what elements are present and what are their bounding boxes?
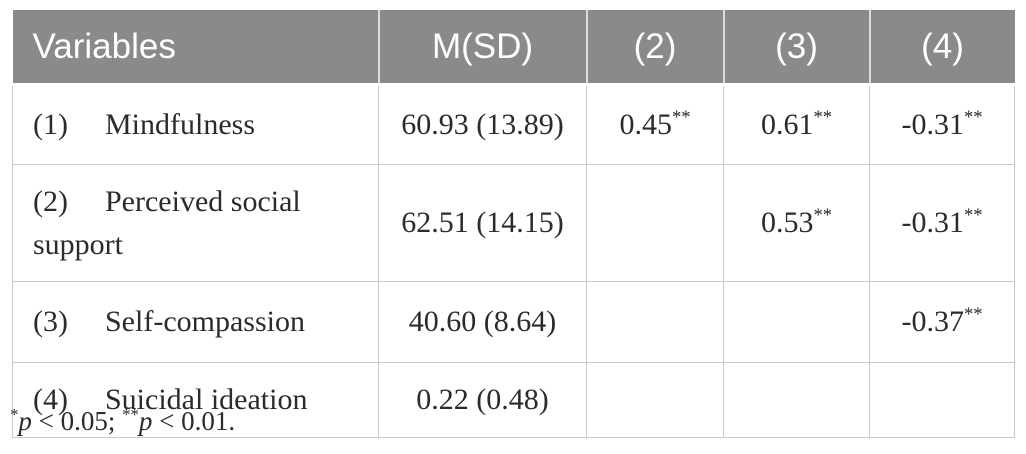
- table-row-suicidal-ideation: (4) Suicidal ideation 0.22 (0.48): [12, 362, 1015, 438]
- footnote-p-2: p: [138, 406, 153, 436]
- table-row-mindfulness: (1) Mindfulness 60.93 (13.89) 0.45** 0.61…: [12, 84, 1015, 165]
- significance-stars: **: [813, 205, 833, 227]
- correlation-cell: 0.45**: [586, 84, 724, 165]
- variable-cell: (2) Perceived social support: [12, 164, 379, 282]
- msd-value: 60.93 (13.89): [378, 84, 587, 165]
- footnote-star-2: **: [122, 405, 139, 424]
- correlation-cell: [586, 281, 724, 363]
- header-cell-4: (4): [868, 10, 1015, 86]
- significance-stars: **: [671, 107, 691, 129]
- correlation-value: 0.61: [760, 108, 814, 142]
- correlation-table: Variables M(SD) (2) (3) (4) (1) Mindfulne…: [12, 10, 1015, 438]
- significance-footnote: *p < 0.05; **p < 0.01.: [10, 404, 235, 439]
- footnote-condition-1: < 0.05;: [31, 406, 123, 436]
- correlation-value: 0.53: [760, 206, 814, 240]
- table-header-row: Variables M(SD) (2) (3) (4): [12, 10, 1015, 86]
- correlation-cell: 0.53**: [723, 164, 870, 282]
- variable-cell: (3) Self-compassion: [12, 281, 379, 363]
- correlation-cell: [723, 281, 870, 363]
- correlation-cell: -0.31**: [869, 84, 1015, 165]
- variable-number: (1): [33, 108, 68, 142]
- correlation-cell: 0.61**: [723, 84, 870, 165]
- variable-number: (2): [33, 184, 68, 218]
- msd-value: 40.60 (8.64): [378, 281, 587, 363]
- variable-name: Suicidal ideation: [105, 383, 308, 417]
- correlation-cell: -0.37**: [869, 281, 1015, 363]
- correlation-cell: [586, 362, 724, 438]
- variable-number: (4): [33, 383, 68, 417]
- correlation-value: 0.45: [619, 108, 672, 142]
- header-cell-variables: Variables: [12, 10, 379, 86]
- significance-stars: **: [963, 205, 983, 227]
- correlation-value: -0.37: [901, 305, 964, 339]
- correlation-value: -0.31: [901, 108, 964, 142]
- significance-stars: **: [813, 107, 833, 129]
- correlation-cell: [869, 362, 1015, 438]
- variable-name: Self-compassion: [105, 305, 305, 339]
- variable-number: (3): [33, 305, 68, 339]
- msd-value: 0.22 (0.48): [378, 362, 587, 438]
- header-cell-3: (3): [722, 10, 870, 86]
- footnote-star-1: *: [10, 405, 19, 424]
- footnote-p-1: p: [18, 406, 32, 436]
- variable-name: Mindfulness: [105, 108, 255, 142]
- correlation-cell: [586, 164, 724, 282]
- variable-cell: (4) Suicidal ideation: [12, 362, 379, 438]
- variable-cell: (1) Mindfulness: [12, 84, 379, 165]
- footnote-condition-2: < 0.01.: [152, 406, 236, 436]
- table-row-perceived-social-support: (2) Perceived social support 62.51 (14.15…: [12, 164, 1015, 282]
- correlation-cell: [723, 362, 870, 438]
- significance-stars: **: [963, 107, 983, 129]
- significance-stars: **: [963, 304, 983, 326]
- header-cell-msd: M(SD): [377, 10, 587, 86]
- correlation-cell: -0.31**: [869, 164, 1015, 282]
- header-cell-2: (2): [585, 10, 724, 86]
- correlation-value: -0.31: [901, 206, 964, 240]
- table-row-self-compassion: (3) Self-compassion 40.60 (8.64) -0.37**: [12, 281, 1015, 363]
- msd-value: 62.51 (14.15): [378, 164, 587, 282]
- variable-name: Perceived social support: [33, 184, 301, 262]
